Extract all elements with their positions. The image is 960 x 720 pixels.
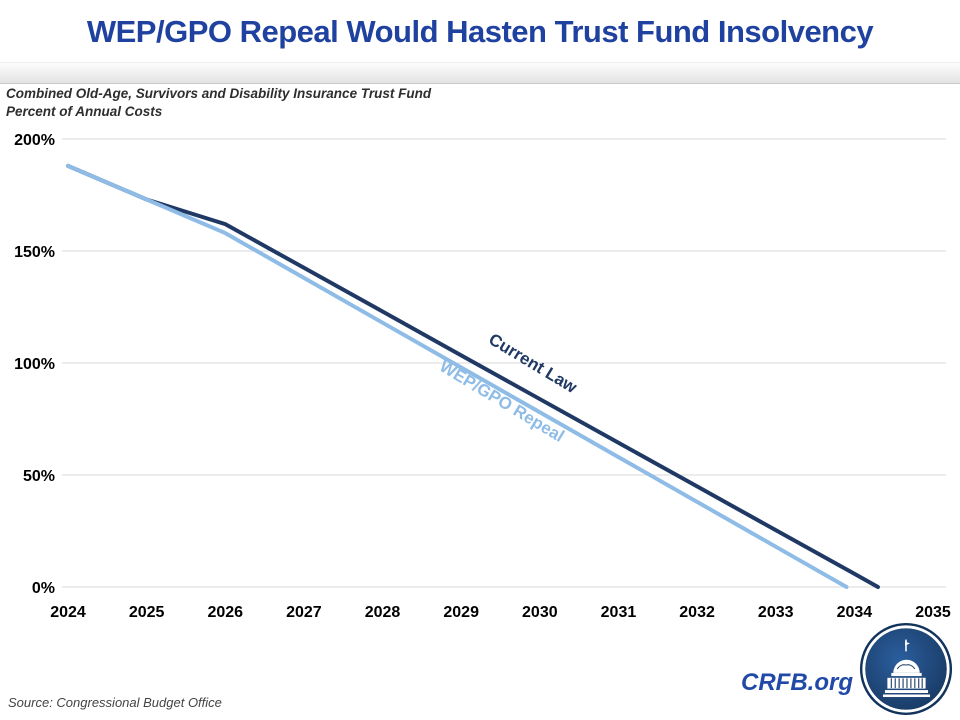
x-tick-label: 2029 [443,604,479,621]
x-tick-label: 2027 [286,604,322,621]
x-tick-label: 2026 [207,604,243,621]
x-tick-label: 2032 [679,604,715,621]
x-tick-label: 2024 [50,604,86,621]
y-tick-label: 150% [14,244,55,261]
chart-subtitle-line2: Percent of Annual Costs [6,104,163,119]
x-tick-label: 2030 [522,604,558,621]
y-tick-label: 100% [14,356,55,373]
crfb-brand-text: CRFB.org [741,669,853,696]
x-tick-label: 2034 [837,604,873,621]
logo-white-ring [862,625,950,713]
series-line-wep-gpo-repeal [66,163,849,589]
chart-subtitle-line1: Combined Old-Age, Survivors and Disabili… [6,86,432,101]
y-tick-label: 50% [23,468,55,485]
x-tick-label: 2035 [915,604,951,621]
x-tick-label: 2031 [601,604,637,621]
series-line-current-law [66,163,880,589]
capitol-columns [890,664,923,689]
x-tick-label: 2033 [758,604,794,621]
chart-subtitle: Combined Old-Age, Survivors and Disabili… [6,85,431,121]
y-tick-label: 0% [32,580,55,597]
title-divider-band [0,62,960,84]
x-tick-label: 2025 [129,604,165,621]
page-title: WEP/GPO Repeal Would Hasten Trust Fund I… [86,14,874,49]
y-tick-label: 200% [14,132,55,149]
x-tick-label: 2028 [365,604,401,621]
source-note: Source: Congressional Budget Office [8,695,222,710]
capitol-dome-logo-icon [859,622,953,716]
